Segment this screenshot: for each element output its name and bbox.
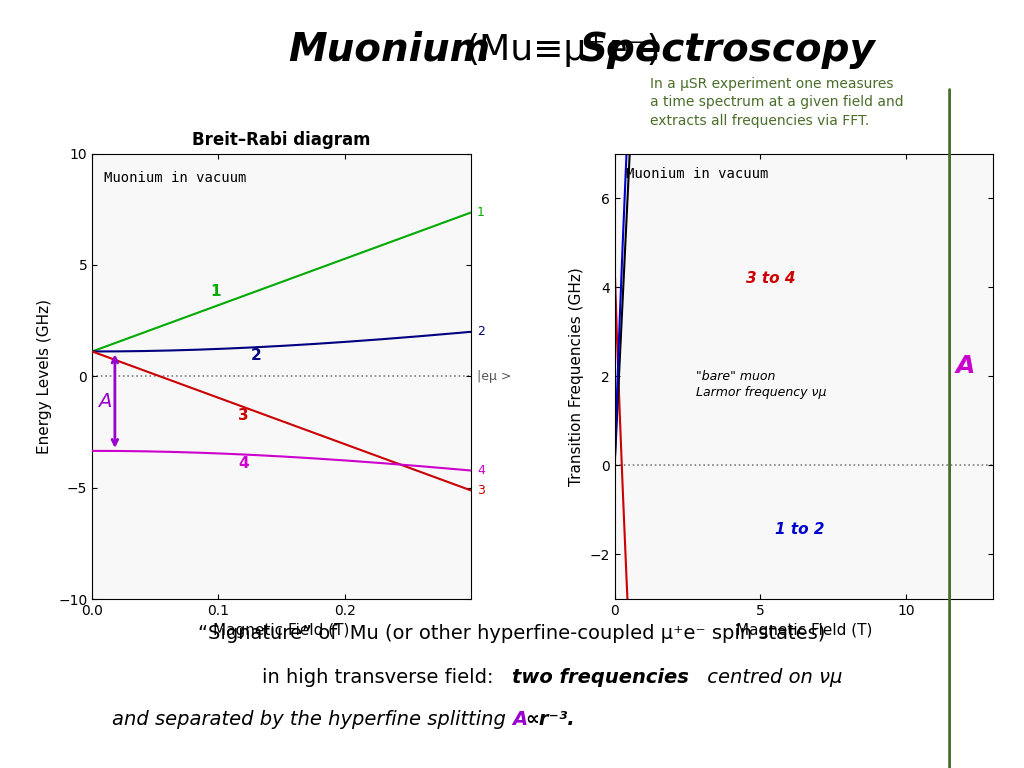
Text: 4: 4 (239, 456, 249, 471)
Y-axis label: Transition Frequencies (GHz): Transition Frequencies (GHz) (569, 267, 584, 485)
X-axis label: Magnetic Field (T): Magnetic Field (T) (736, 624, 872, 638)
Text: A: A (98, 392, 112, 411)
X-axis label: Magnetic Field (T): Magnetic Field (T) (213, 624, 349, 638)
Text: 3: 3 (239, 409, 249, 423)
Text: Muonium in vacuum: Muonium in vacuum (103, 171, 246, 185)
Text: “Signature” of  Mu (or other hyperfine-coupled μ⁺e⁻ spin states): “Signature” of Mu (or other hyperfine-co… (199, 624, 825, 643)
Text: two frequencies: two frequencies (512, 668, 689, 687)
Title: Breit–Rabi diagram: Breit–Rabi diagram (193, 131, 371, 149)
Text: |eμ >: |eμ > (477, 370, 511, 382)
Text: 1: 1 (477, 206, 485, 219)
Text: in high transverse field:: in high transverse field: (262, 668, 512, 687)
Text: 3 to 4: 3 to 4 (745, 271, 796, 286)
Text: 1 to 2: 1 to 2 (775, 522, 824, 538)
Text: 3: 3 (477, 484, 485, 497)
Text: (Mu≡μ⁺e⁻): (Mu≡μ⁺e⁻) (465, 33, 662, 67)
Text: Spectroscopy: Spectroscopy (580, 31, 874, 69)
Text: 1: 1 (211, 284, 221, 300)
Text: 2: 2 (477, 326, 485, 339)
Text: 2: 2 (251, 348, 261, 362)
Text: and separated by the hyperfine splitting: and separated by the hyperfine splitting (112, 710, 512, 729)
Text: A: A (512, 710, 527, 729)
Text: centred on νμ: centred on νμ (701, 668, 843, 687)
Text: Muonium in vacuum: Muonium in vacuum (626, 167, 768, 181)
Text: ∝r⁻³.: ∝r⁻³. (525, 710, 574, 729)
Text: A: A (955, 354, 975, 378)
Text: 4: 4 (477, 464, 485, 477)
Text: Muonium: Muonium (288, 31, 490, 69)
Text: In a μSR experiment one measures
a time spectrum at a given field and
extracts a: In a μSR experiment one measures a time … (650, 77, 904, 127)
Y-axis label: Energy Levels (GHz): Energy Levels (GHz) (38, 299, 52, 454)
Text: "bare" muon
Larmor frequency νμ: "bare" muon Larmor frequency νμ (696, 370, 826, 399)
